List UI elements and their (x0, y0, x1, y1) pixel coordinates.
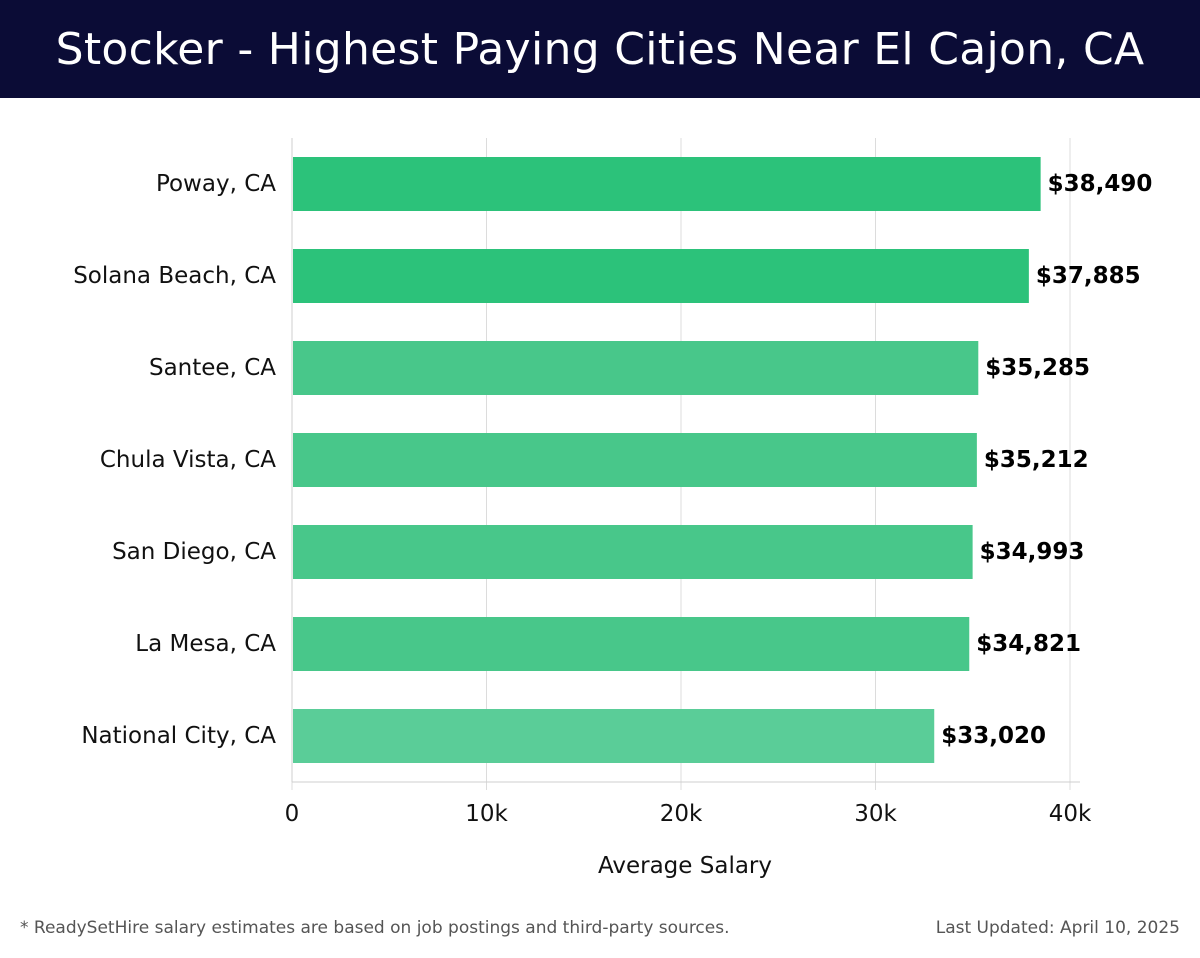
category-label: La Mesa, CA (135, 631, 276, 657)
category-label: National City, CA (81, 723, 276, 749)
bar (293, 157, 1041, 211)
value-label: $37,885 (1036, 263, 1141, 289)
value-label: $35,212 (984, 447, 1089, 473)
x-tick-label: 20k (660, 801, 703, 827)
value-label: $34,821 (976, 631, 1081, 657)
chart-title: Stocker - Highest Paying Cities Near El … (55, 23, 1145, 75)
bar (293, 525, 973, 579)
last-updated: Last Updated: April 10, 2025 (935, 918, 1180, 938)
bar-chart: Poway, CA $38,490 Solana Beach, CA $37,885 S… (73, 138, 1153, 879)
value-label: $33,020 (941, 723, 1046, 749)
x-tick-label: 30k (854, 801, 897, 827)
value-label: $34,993 (980, 539, 1085, 565)
bar (293, 249, 1029, 303)
value-label: $35,285 (985, 355, 1090, 381)
chart-header: Stocker - Highest Paying Cities Near El … (0, 0, 1200, 98)
bar (293, 341, 979, 395)
x-tick-label: 10k (465, 801, 508, 827)
footnote: * ReadySetHire salary estimates are base… (20, 918, 730, 938)
category-label: Chula Vista, CA (100, 447, 276, 473)
x-tick-label: 40k (1049, 801, 1092, 827)
bar (293, 617, 970, 671)
bar (293, 433, 977, 487)
x-axis-title: Average Salary (598, 853, 772, 879)
category-label: Poway, CA (156, 171, 276, 197)
category-label: San Diego, CA (112, 539, 276, 565)
x-tick-label: 0 (285, 801, 300, 827)
bar (293, 709, 935, 763)
category-label: Solana Beach, CA (73, 263, 276, 289)
category-label: Santee, CA (149, 355, 276, 381)
value-label: $38,490 (1048, 171, 1153, 197)
